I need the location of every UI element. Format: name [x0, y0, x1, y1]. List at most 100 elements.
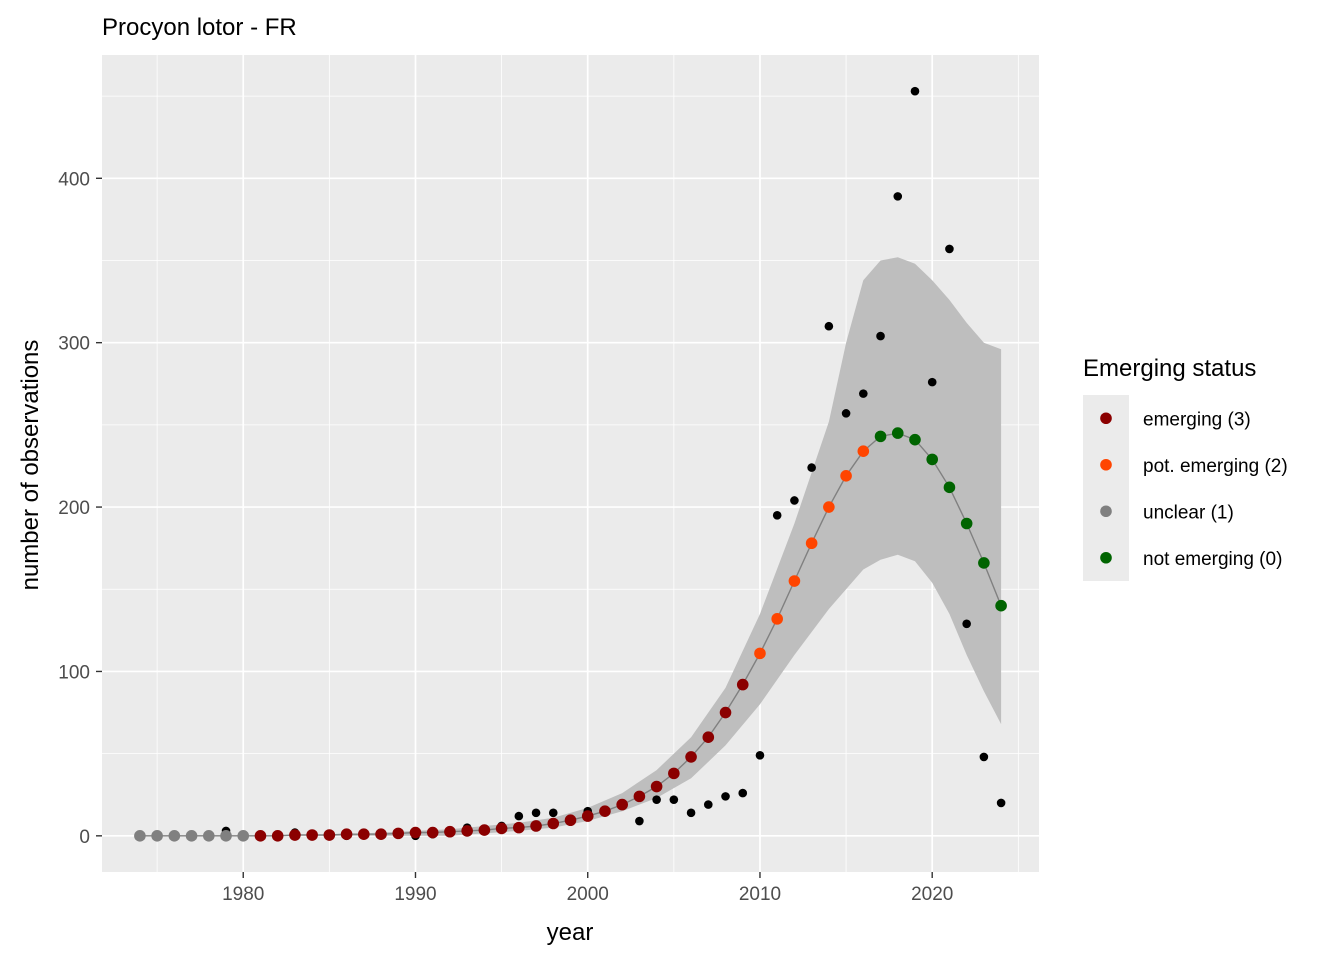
observed-point — [996, 798, 1006, 808]
fitted-point — [926, 453, 939, 466]
fitted-point — [392, 827, 405, 840]
y-axis-title: number of observations — [17, 340, 44, 591]
legend-key — [1100, 412, 1112, 425]
fitted-point — [220, 830, 232, 842]
legend-title: Emerging status — [1083, 355, 1256, 382]
fitted-point — [495, 822, 508, 835]
y-tick-label: 100 — [58, 662, 90, 683]
observed-point — [945, 244, 954, 254]
fitted-point — [685, 751, 697, 763]
x-tick-label: 1980 — [222, 884, 264, 905]
y-tick-label: 400 — [58, 169, 90, 190]
observed-point — [548, 808, 558, 818]
legend-label: pot. emerging (2) — [1143, 456, 1288, 477]
fitted-point — [254, 830, 267, 842]
x-axis-title: year — [547, 919, 594, 946]
fitted-point — [771, 613, 783, 625]
observed-point — [755, 750, 765, 760]
fitted-point — [185, 830, 198, 842]
fitted-point — [289, 829, 301, 841]
y-tick-label: 0 — [79, 827, 90, 848]
fitted-point — [736, 678, 749, 691]
fitted-point — [995, 599, 1007, 612]
fitted-point — [874, 430, 887, 443]
observed-point — [807, 463, 816, 472]
fitted-point — [650, 780, 663, 793]
fitted-point — [840, 470, 852, 482]
x-axis: 1980 1990 2000 2010 2020 — [222, 872, 953, 905]
y-tick-label: 200 — [58, 498, 90, 519]
fitted-point — [151, 830, 163, 842]
observed-point — [703, 800, 713, 809]
fitted-point — [633, 790, 646, 803]
fitted-points — [134, 427, 1007, 842]
x-tick-label: 2020 — [911, 884, 953, 905]
fitted-point — [513, 821, 525, 834]
fitted-point — [237, 830, 250, 842]
x-tick-label: 2000 — [567, 884, 609, 905]
legend-keys-background — [1083, 395, 1129, 581]
legend-key — [1100, 505, 1112, 518]
observed-point — [841, 409, 851, 418]
y-tick-label: 300 — [58, 334, 90, 355]
fitted-point — [134, 830, 146, 842]
observed-point — [910, 86, 920, 96]
observed-point — [824, 321, 834, 331]
fitted-point — [564, 814, 577, 827]
observed-point — [669, 795, 679, 804]
observed-point — [531, 808, 541, 818]
observed-point — [927, 377, 937, 387]
legend-label: unclear (1) — [1143, 502, 1234, 523]
fitted-point — [426, 826, 439, 839]
observed-point — [721, 792, 730, 801]
legend: Emerging status emerging (3) pot. emergin… — [1083, 355, 1288, 581]
fitted-point — [375, 828, 387, 840]
fitted-point — [271, 830, 284, 842]
y-axis: 0 100 200 300 400 — [58, 169, 102, 848]
fitted-point — [340, 828, 353, 840]
fitted-point — [823, 501, 835, 513]
fitted-point — [409, 826, 422, 839]
fitted-point — [909, 433, 921, 446]
fitted-point — [444, 825, 456, 838]
observed-point — [979, 752, 989, 762]
fitted-point — [478, 824, 491, 836]
fitted-point — [581, 810, 594, 822]
fitted-point — [857, 445, 870, 457]
fitted-point — [960, 517, 973, 530]
fitted-point — [702, 731, 715, 744]
observed-point — [893, 192, 903, 201]
legend-key — [1100, 551, 1112, 564]
fitted-point — [461, 825, 473, 837]
legend-entries: emerging (3) pot. emerging (2) unclear (1)… — [1100, 409, 1288, 570]
fitted-point — [168, 830, 181, 842]
fitted-point — [599, 805, 611, 817]
fitted-point — [754, 647, 766, 660]
observed-point — [635, 816, 644, 826]
observed-point — [514, 811, 524, 821]
fitted-point — [547, 817, 560, 830]
x-tick-label: 2010 — [739, 884, 781, 905]
x-tick-label: 1990 — [394, 884, 436, 905]
observed-point — [738, 788, 748, 798]
chart-title: Procyon lotor - FR — [102, 14, 297, 41]
fitted-point — [788, 575, 801, 587]
fitted-point — [805, 537, 818, 550]
fitted-point — [668, 767, 680, 780]
fitted-point — [719, 706, 732, 719]
fitted-point — [530, 820, 542, 832]
fitted-point — [358, 828, 370, 840]
observed-point — [652, 795, 661, 804]
fitted-point — [891, 427, 904, 439]
observed-point — [790, 496, 799, 505]
observed-point — [772, 510, 782, 520]
observed-point — [686, 808, 696, 818]
observed-point — [876, 331, 885, 341]
fitted-point — [323, 829, 336, 841]
fitted-point — [978, 557, 990, 569]
legend-key — [1100, 458, 1112, 471]
fitted-point — [616, 798, 628, 811]
fitted-point — [306, 829, 318, 841]
fitted-point — [202, 830, 215, 842]
